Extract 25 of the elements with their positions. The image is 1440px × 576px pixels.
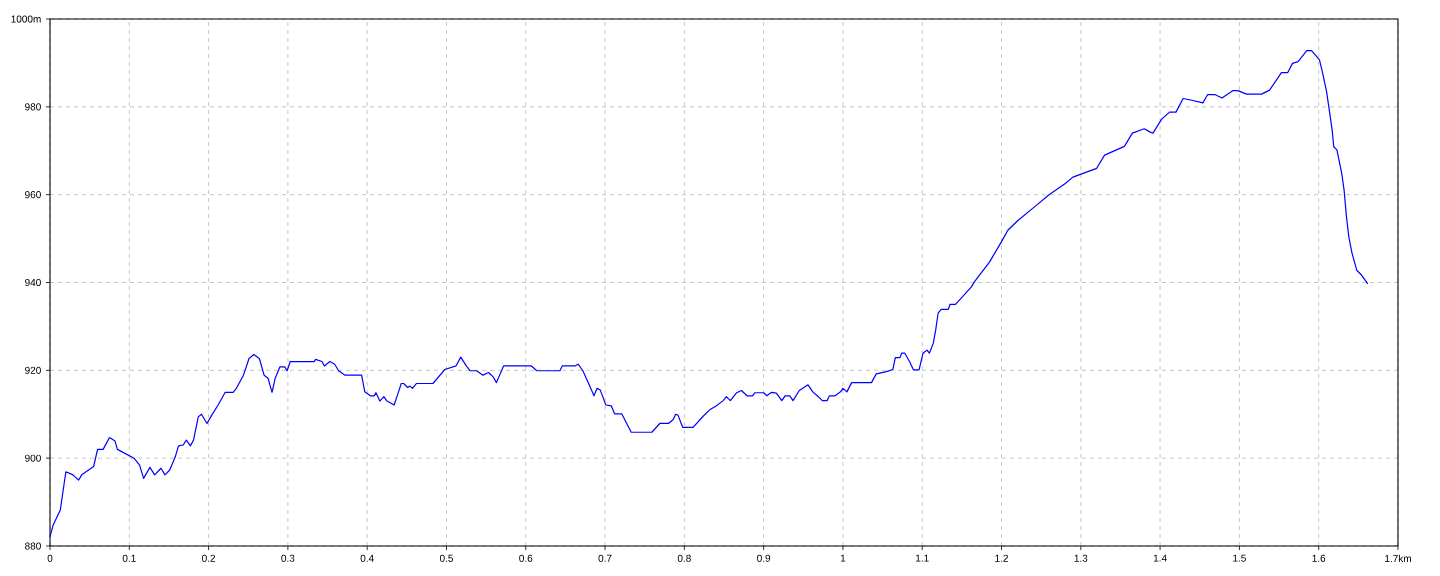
x-tick-label: 0 [47, 554, 53, 562]
y-tick-label: 1000m [11, 15, 41, 23]
y-tick-label: 940 [25, 278, 41, 287]
y-tick-label: 960 [25, 191, 41, 199]
y-tick-label: 980 [25, 103, 41, 111]
x-tick-label: 0.8 [677, 554, 691, 562]
x-tick-label: 0.1 [122, 554, 136, 562]
x-tick-label: 1.6 [1312, 554, 1326, 562]
x-tick-label: 0.6 [519, 554, 533, 562]
y-tick-label: 900 [25, 454, 41, 462]
x-tick-label: 1 [840, 554, 846, 562]
x-tick-label: 0.4 [360, 554, 374, 562]
x-tick-label: 0.7 [598, 554, 612, 562]
x-tick-label: 0.2 [202, 554, 216, 562]
x-tick-label: 1.4 [1153, 554, 1167, 562]
x-tick-label: 1.3 [1074, 554, 1088, 562]
x-tick-label: 0.3 [281, 554, 295, 562]
x-tick-label: 0.5 [439, 554, 453, 562]
x-tick-label: 1.2 [995, 554, 1008, 562]
x-tick-label: 1.7km [1385, 554, 1411, 562]
x-tick-label: 1.1 [916, 554, 929, 562]
x-tick-label: 0.9 [757, 554, 771, 562]
y-tick-label: 920 [25, 366, 41, 374]
y-tick-label: 880 [25, 542, 41, 550]
x-tick-label: 1.5 [1233, 554, 1246, 562]
